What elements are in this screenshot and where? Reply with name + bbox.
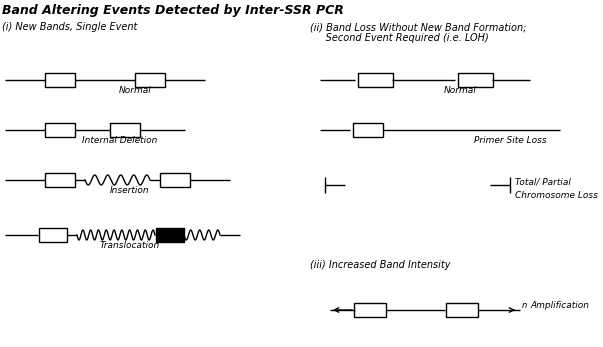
Text: n: n — [522, 302, 527, 311]
Text: Normal: Normal — [119, 86, 151, 95]
Text: Second Event Required (i.e. LOH): Second Event Required (i.e. LOH) — [310, 33, 489, 43]
Text: Amplification: Amplification — [530, 302, 589, 311]
Text: Insertion: Insertion — [110, 186, 150, 195]
Bar — [45, 173, 75, 187]
Bar — [39, 228, 67, 242]
Bar — [446, 303, 478, 317]
Bar — [458, 73, 493, 87]
Text: Internal Deletion: Internal Deletion — [83, 136, 158, 145]
Text: Band Altering Events Detected by Inter-SSR PCR: Band Altering Events Detected by Inter-S… — [2, 4, 344, 17]
Bar — [156, 228, 184, 242]
Text: Normal: Normal — [444, 86, 476, 95]
Bar — [160, 173, 190, 187]
Bar — [45, 123, 75, 137]
Text: (ii) Band Loss Without New Band Formation;: (ii) Band Loss Without New Band Formatio… — [310, 22, 526, 32]
Bar — [135, 73, 165, 87]
Text: Chromosome Loss: Chromosome Loss — [515, 191, 598, 200]
Text: Translocation: Translocation — [100, 241, 160, 250]
Text: (i) New Bands, Single Event: (i) New Bands, Single Event — [2, 22, 137, 32]
Bar — [354, 303, 386, 317]
Text: (iii) Increased Band Intensity: (iii) Increased Band Intensity — [310, 260, 450, 270]
Text: Total/ Partial: Total/ Partial — [515, 178, 571, 186]
Bar — [353, 123, 383, 137]
Text: Primer Site Loss: Primer Site Loss — [474, 136, 546, 145]
Bar — [45, 73, 75, 87]
Bar — [110, 123, 140, 137]
Bar — [358, 73, 393, 87]
